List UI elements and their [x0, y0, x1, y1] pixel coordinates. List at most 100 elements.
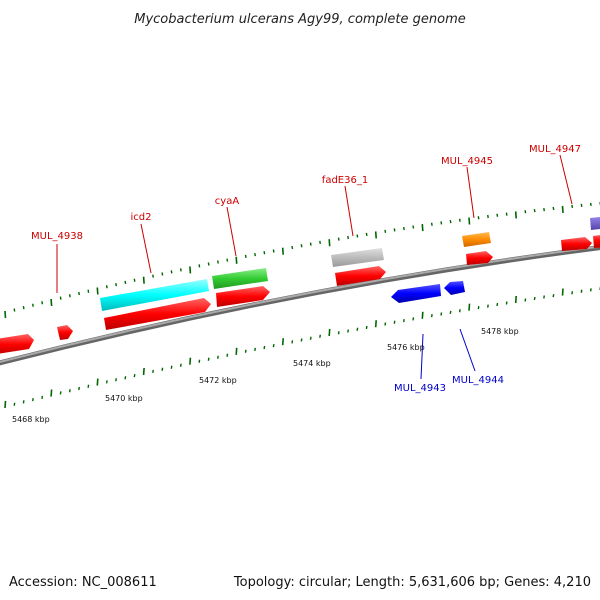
tick-mark — [68, 389, 71, 393]
feature-block-cyan[interactable] — [100, 279, 209, 311]
tick-mark — [179, 268, 182, 272]
tick-mark — [412, 225, 415, 229]
tick-mark — [22, 400, 25, 404]
cds-arrow[interactable] — [335, 266, 386, 286]
tick-mark — [524, 298, 527, 302]
tick-mark — [514, 211, 517, 219]
feature-block-orange[interactable] — [462, 232, 491, 247]
tick-mark — [319, 240, 321, 245]
tick-mark — [59, 296, 62, 300]
tick-label-5470: 5470 kbp — [105, 394, 143, 403]
tick-mark — [170, 365, 173, 369]
tick-mark — [440, 312, 443, 316]
tick-mark — [124, 376, 127, 380]
gene-label-mul-4947[interactable]: MUL_4947 — [529, 144, 581, 155]
tick-label-5476: 5476 kbp — [387, 343, 425, 352]
cds-arrow[interactable] — [593, 234, 600, 248]
tick-mark — [59, 391, 62, 395]
tick-mark — [496, 213, 499, 217]
gene-label-icd2[interactable]: icd2 — [131, 212, 152, 223]
tick-mark — [347, 329, 349, 333]
tick-mark — [449, 310, 452, 315]
cds-arrow[interactable] — [466, 251, 493, 265]
tick-mark — [254, 252, 256, 257]
feature-block-green[interactable] — [212, 268, 268, 289]
tick-mark — [543, 207, 545, 212]
gene-label-mul-4938[interactable]: MUL_4938 — [31, 231, 83, 242]
map-title: Mycobacterium ulcerans Agy99, complete g… — [134, 12, 466, 27]
tick-mark — [533, 208, 536, 213]
tick-mark — [496, 302, 499, 307]
tick-mark — [170, 270, 173, 274]
tick-mark — [87, 289, 90, 293]
tick-mark — [87, 384, 90, 388]
gene-label-mul-4944[interactable]: MUL_4944 — [452, 375, 504, 386]
tick-mark — [272, 249, 275, 253]
tick-mark — [300, 338, 303, 342]
forward-cds-track — [0, 234, 600, 355]
tick-mark — [226, 258, 229, 262]
tick-mark — [244, 349, 247, 353]
cds-arrow-reverse[interactable] — [444, 281, 465, 295]
tick-mark — [244, 254, 247, 259]
tick-mark — [412, 317, 415, 321]
tick-mark — [152, 274, 154, 278]
tick-mark — [356, 234, 359, 238]
tick-mark — [4, 400, 7, 409]
tick-mark — [300, 244, 303, 248]
tick-mark — [263, 251, 266, 255]
tick-mark — [207, 357, 210, 361]
feature-track — [100, 216, 600, 311]
feature-block-purple[interactable] — [590, 216, 600, 230]
tick-mark — [328, 328, 331, 337]
tick-mark — [41, 395, 44, 400]
gene-label-cyaa[interactable]: cyaA — [215, 196, 240, 207]
tick-mark — [421, 311, 424, 319]
gene-label-fade36-1[interactable]: fadE36_1 — [322, 175, 368, 186]
tick-mark — [580, 289, 583, 293]
tick-label-5468: 5468 kbp — [12, 415, 50, 424]
tick-mark — [179, 363, 182, 367]
tick-mark — [374, 320, 377, 328]
tick-mark — [403, 318, 405, 323]
tick-mark — [50, 389, 53, 397]
tick-mark — [421, 224, 424, 232]
tick-mark — [384, 322, 387, 326]
cds-arrow[interactable] — [104, 298, 211, 330]
tick-mark — [41, 301, 44, 305]
gene-label-mul-4945[interactable]: MUL_4945 — [441, 156, 493, 167]
tick-mark — [561, 288, 564, 296]
cds-arrow[interactable] — [561, 237, 592, 251]
tick-mark — [589, 288, 592, 292]
cds-arrow[interactable] — [216, 286, 270, 307]
gene-label-mul-4943[interactable]: MUL_4943 — [394, 383, 446, 394]
tick-mark — [477, 216, 480, 220]
tick-mark — [337, 331, 340, 335]
tick-mark — [263, 345, 266, 350]
tick-mark — [32, 397, 34, 402]
tick-mark — [468, 303, 471, 311]
cds-arrow-reverse[interactable] — [391, 284, 441, 303]
tick-mark — [226, 353, 229, 357]
tick-mark — [505, 301, 508, 305]
tick-mark — [161, 272, 164, 276]
cds-arrow[interactable] — [0, 334, 34, 355]
cds-arrow[interactable] — [57, 325, 73, 340]
tick-mark — [365, 325, 368, 330]
tick-mark — [356, 327, 359, 331]
tick-mark — [430, 222, 433, 226]
tick-mark — [291, 245, 294, 250]
tick-mark — [440, 221, 443, 225]
tick-mark — [96, 378, 99, 386]
tick-mark — [68, 294, 71, 298]
tick-mark — [589, 202, 592, 207]
tick-mark — [22, 305, 25, 310]
tick-mark — [458, 309, 461, 313]
tick-mark — [189, 266, 192, 274]
tick-mark — [393, 228, 396, 232]
tick-mark — [281, 338, 284, 346]
tick-mark — [319, 334, 321, 338]
feature-block-gray[interactable] — [331, 248, 384, 267]
tick-mark — [105, 380, 108, 384]
genome-backbone — [0, 245, 600, 366]
